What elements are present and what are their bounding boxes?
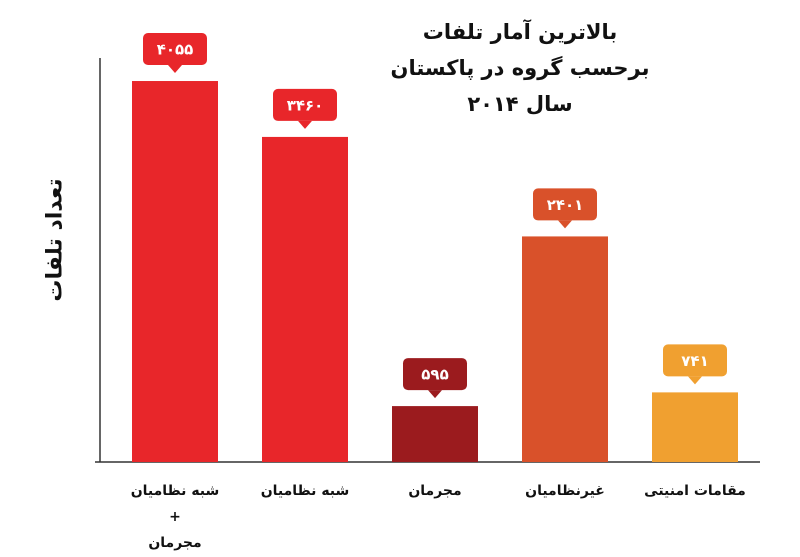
value-label-bg: [663, 344, 727, 377]
bar: [652, 392, 738, 462]
value-label-box: ۵۹۵: [403, 358, 467, 399]
value-label: ۷۴۱: [681, 352, 708, 370]
bar: [262, 136, 348, 462]
value-label-box: ۲۴۰۱: [533, 188, 597, 229]
x-tick-label: شبه نظامیان: [260, 483, 350, 499]
bar: [522, 236, 608, 462]
value-label-pointer: [298, 120, 312, 129]
value-label-bg: [143, 33, 207, 66]
value-label-bg: [533, 188, 597, 221]
value-label-box: ۴۰۵۵: [143, 33, 207, 74]
value-label: ۲۴۰۱: [547, 196, 584, 214]
x-tick-label: شبه نظامیان + مجرمان: [130, 483, 220, 551]
value-label: ۵۹۵: [421, 366, 448, 384]
bar: [392, 406, 478, 462]
value-label-pointer: [428, 390, 442, 399]
value-label-bg: [403, 358, 467, 391]
x-tick-label: مجرمان: [408, 483, 462, 499]
value-label: ۴۰۵۵: [157, 41, 194, 59]
x-tick-label: مقامات امنیتی: [644, 483, 746, 499]
value-label-pointer: [688, 376, 702, 385]
chart-title: بالاترین آمار تلفات برحسب گروه در پاکستا…: [390, 20, 650, 116]
value-label-box: ۳۴۶۰: [273, 88, 337, 129]
bar: [132, 81, 218, 462]
value-label-pointer: [558, 220, 572, 229]
value-label-box: ۷۴۱: [663, 344, 727, 385]
value-label: ۳۴۶۰: [287, 96, 324, 114]
value-label-bg: [273, 88, 337, 121]
y-axis-label: تعداد تلفات: [42, 178, 68, 302]
x-tick-label: غیرنظامیان: [525, 483, 605, 499]
value-label-pointer: [168, 65, 182, 74]
